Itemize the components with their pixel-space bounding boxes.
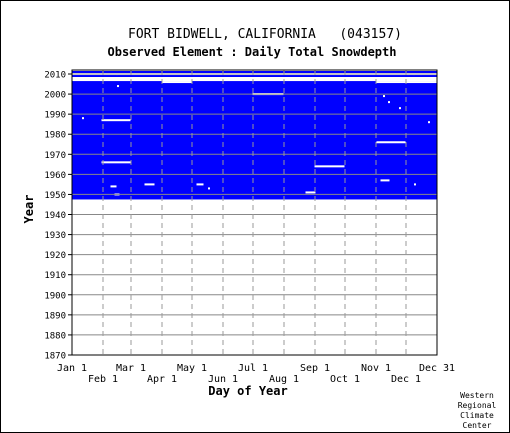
x-tick-label: Feb 1 [88,374,118,385]
y-tick-label: 1940 [44,211,66,221]
y-tick-label: 1970 [44,151,66,161]
y-tick-label: 1930 [44,231,66,241]
data-layer [72,71,437,200]
missing-gap [101,119,131,122]
credit-line: Climate [460,411,494,420]
grid-layer [72,70,437,355]
x-tick-label: Jul 1 [238,363,268,374]
credit-line: Center [463,421,492,430]
x-tick-label: Oct 1 [330,374,360,385]
data-present-block [72,75,437,78]
missing-gap [376,141,406,144]
y-tick-label: 1990 [44,111,66,121]
y-axis-label: Year [22,195,36,224]
x-tick-label: Dec 1 [391,374,421,385]
y-tick-label: 1950 [44,191,66,201]
x-tick-label: Jun 1 [208,374,238,385]
x-tick-labels: Jan 1 Mar 1 May 1 Jul 1 Sep 1 Nov 1 Dec 31 Feb … [57,363,455,385]
missing-gap [196,183,204,186]
y-tick-label: 1960 [44,171,66,181]
y-tick-label: 2010 [44,71,66,81]
y-tick-labels: 1870 1880 1890 1900 1910 1920 1930 1940 1950 1960… [44,71,72,362]
credit-line: Regional [458,401,497,410]
x-tick-label: Apr 1 [147,374,177,385]
missing-speck [208,187,210,190]
chart-subtitle: Observed Element : Daily Total Snowdepth [108,45,397,59]
missing-gap [101,161,131,164]
x-tick-label: May 1 [177,363,207,374]
plot-border [71,69,438,356]
y-tick-label: 1890 [44,311,66,321]
missing-speck [117,85,119,88]
missing-speck [399,107,401,110]
x-tick-label: Mar 1 [116,363,146,374]
y-tick-label: 1880 [44,331,66,341]
x-tick-label: Nov 1 [361,363,391,374]
x-axis-label: Day of Year [208,384,287,398]
missing-gap [314,165,345,168]
credit-block: Western Regional Climate Center [458,391,497,430]
missing-gap [110,185,117,188]
x-tick-label: Aug 1 [269,374,299,385]
x-tick-label: Sep 1 [300,363,330,374]
missing-gap [72,79,437,82]
y-tick-label: 2000 [44,91,66,101]
missing-gap [305,191,316,194]
missing-speck [388,101,390,104]
y-tick-label: 1900 [44,291,66,301]
chart-title: FORT BIDWELL, CALIFORNIA (043157) [128,27,402,42]
missing-speck [82,117,84,120]
x-tick-label: Jan 1 [57,363,87,374]
y-tick-label: 1980 [44,131,66,141]
missing-speck [414,183,416,186]
missing-gap [380,179,390,182]
data-present-block [72,81,437,200]
x-tick-label: Dec 31 [419,363,455,374]
y-tick-label: 1920 [44,251,66,261]
y-tick-label: 1870 [44,352,66,362]
credit-line: Western [460,391,494,400]
data-present-block [72,71,437,74]
missing-gap [72,77,437,80]
missing-gap [161,81,193,84]
missing-speck [383,95,385,98]
missing-speck [428,121,430,124]
missing-gap [144,183,155,186]
y-tick-label: 1910 [44,271,66,281]
